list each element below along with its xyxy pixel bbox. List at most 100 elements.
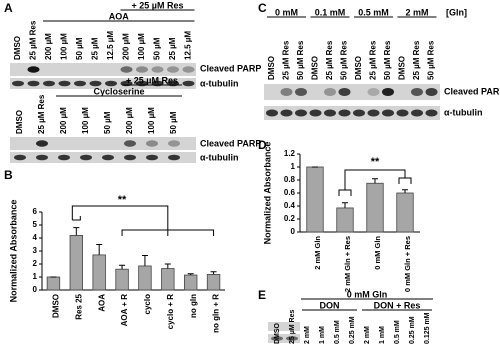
lane-label: 0.25 mM (349, 316, 356, 344)
bar (69, 234, 84, 291)
lane-label: 25 µM (168, 37, 177, 60)
error-bar (141, 255, 148, 266)
lane-label: 25 µM (91, 37, 100, 60)
band (382, 88, 394, 96)
group-label: 0.5 mM (358, 7, 389, 17)
band (136, 66, 148, 73)
bracket (72, 216, 81, 221)
band (102, 154, 114, 161)
group-label: Cycloserine (93, 86, 144, 96)
lane-label: 200 µM (59, 107, 68, 134)
lane-label: 25 µM Res (325, 40, 334, 80)
x-tick-label: cyclo + R (166, 294, 175, 330)
band (396, 109, 409, 117)
band (425, 88, 438, 96)
band (338, 109, 351, 117)
lane-label: 100 µM (81, 107, 90, 134)
error-bar (372, 178, 378, 184)
lane-label: 0.5 mM (334, 320, 341, 344)
row-label: Cleaved PARP (200, 63, 261, 73)
y-tick-label: 0.2 (284, 214, 296, 223)
lane-label: 0.125 mM (424, 312, 431, 344)
y-tick-label: 6 (33, 207, 38, 216)
panel-label: C (258, 1, 267, 15)
band (58, 80, 71, 87)
bar (366, 182, 384, 233)
bar (206, 273, 221, 291)
band (12, 80, 24, 87)
lane-label: DMSO (354, 56, 363, 80)
lane-label: 25 µM Res (37, 94, 46, 134)
lane-label: 25 µM Res (369, 40, 378, 80)
error-bar (187, 273, 194, 276)
band (168, 140, 180, 147)
lane-label: 50 µM (103, 111, 112, 134)
band (27, 80, 40, 87)
error-bar (119, 264, 126, 270)
group-label: 0 mM Gln (347, 289, 388, 299)
band (105, 80, 117, 87)
lane-label: 50 µM Res (427, 40, 436, 80)
x-tick-label: AOA + R (120, 294, 129, 327)
band (36, 140, 48, 147)
band (425, 109, 438, 117)
y-tick-label: 0.8 (284, 175, 296, 184)
lane-label: 50 µM Res (383, 40, 392, 80)
band (367, 109, 380, 117)
group-label: AOA (109, 11, 130, 21)
y-tick-label: 1.2 (284, 149, 296, 158)
y-tick-label: 1 (33, 272, 38, 281)
band (324, 88, 336, 96)
y-tick-label: 5 (33, 220, 38, 229)
lane-label: 50 µM (153, 37, 162, 60)
blot-row (264, 84, 440, 100)
row-label: α-tubulin (200, 152, 239, 162)
band (124, 154, 136, 161)
lane-label: DMSO (13, 36, 22, 60)
y-tick-label: 3 (33, 246, 38, 255)
bar (396, 192, 414, 233)
bracket (338, 169, 412, 196)
blot-row (10, 137, 196, 150)
band (271, 336, 283, 341)
lane-label: 25 µM Res (412, 40, 421, 80)
group-label: DON (320, 300, 340, 310)
lane-label: 200 µM (122, 33, 131, 60)
lane-label: 0.5 mM (394, 320, 401, 344)
band (280, 109, 293, 117)
band (36, 154, 48, 161)
band (382, 109, 394, 117)
bar (92, 254, 106, 291)
x-tick-label: Res 25 (74, 293, 83, 319)
row-label: α-tubulin (444, 107, 483, 117)
error-bar (164, 263, 171, 269)
lane-label: 50 µM Res (340, 40, 349, 80)
x-tick-label: no gln (189, 294, 198, 318)
blot-row (10, 63, 196, 76)
band (124, 140, 136, 147)
lane-label: 200 µM (44, 33, 53, 60)
band (182, 80, 195, 87)
blot-row (264, 106, 440, 120)
lane-label: DMSO (398, 56, 407, 80)
x-tick-label: cyclo (143, 294, 152, 315)
band (295, 88, 307, 96)
lane-label: 25 µM Res (289, 310, 296, 344)
panel-label: D (258, 138, 267, 152)
y-tick-label: 0.4 (284, 201, 296, 210)
x-tick-label: 2 mM Gln (313, 236, 322, 270)
y-tick-label: 0.6 (284, 188, 296, 197)
band (353, 109, 365, 117)
band (14, 154, 26, 161)
band (151, 66, 164, 73)
group-label: 2 mM (405, 7, 428, 17)
band (89, 80, 102, 87)
blot-row (268, 322, 300, 331)
band (167, 66, 179, 73)
lane-label: 50 µM (75, 37, 84, 60)
y-tick-label: 0 (33, 285, 38, 294)
lane-label: 100 µM (147, 107, 156, 134)
band (58, 154, 70, 161)
